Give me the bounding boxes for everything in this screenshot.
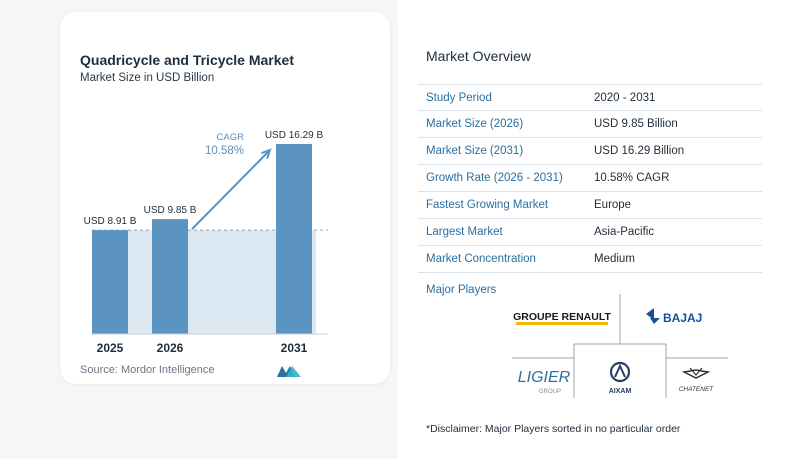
overview-row-value: Medium (594, 253, 635, 265)
cagr-arrow (191, 149, 271, 230)
overview-row: Study Period 2020 - 2031 (418, 84, 762, 111)
cagr-value: 10.58% (205, 145, 244, 157)
bar-2026 (152, 219, 188, 334)
overview-row: Fastest Growing Market Europe (418, 192, 762, 219)
aixam-emblem-icon (614, 363, 626, 378)
chatenet-logo: CHATENET (679, 367, 715, 393)
overview-row: Largest Market Asia-Pacific (418, 219, 762, 246)
bar-2031 (276, 144, 312, 334)
overview-row-label: Market Size (2031) (426, 145, 524, 157)
overview-table: Study Period 2020 - 2031 Market Size (2026… (418, 84, 762, 273)
overview-row-label: Market Size (2026) (426, 118, 524, 130)
bar-data-label: USD 9.85 B (144, 205, 197, 216)
overview-row: Market Size (2031) USD 16.29 Billion (418, 138, 762, 165)
overview-row-value: Asia-Pacific (594, 226, 655, 238)
bajaj-emblem-icon (646, 308, 660, 324)
bar-chart: USD 8.91 B 2025 USD 9.85 B 2026 USD 16.29 B 2… (84, 130, 328, 355)
overview-row: Market Size (2026) USD 9.85 Billion (418, 111, 762, 138)
chart-title: Quadricycle and Tricycle Market (80, 52, 294, 68)
cagr-label: CAGR (217, 132, 245, 143)
overview-row-label: Market Concentration (426, 253, 536, 265)
overview-row-value: USD 9.85 Billion (594, 118, 678, 130)
chatenet-logo-text: CHATENET (679, 386, 715, 393)
overview-row-value: Europe (594, 199, 632, 211)
bajaj-logo-text: BAJAJ (663, 311, 702, 325)
overview-row-value: 10.58% CAGR (594, 172, 670, 184)
disclaimer-text: *Disclaimer: Major Players sorted in no … (426, 423, 681, 435)
overview-row-label: Growth Rate (2026 - 2031) (426, 172, 563, 184)
overview-row-label: Largest Market (426, 226, 503, 238)
aixam-logo: AIXAM (609, 361, 632, 395)
overview-title: Market Overview (426, 48, 532, 64)
aixam-logo-text: AIXAM (609, 388, 632, 395)
mordor-logo-icon (277, 366, 301, 377)
x-tick-label: 2025 (97, 341, 124, 355)
chart-card: Quadricycle and Tricycle Market Market S… (60, 12, 390, 384)
ligier-logo-subtext: GROUP (539, 389, 561, 395)
x-tick-label: 2031 (281, 341, 308, 355)
overview-row-value: 2020 - 2031 (594, 91, 656, 104)
overview-row: Market Concentration Medium (418, 246, 762, 273)
x-tick-label: 2026 (157, 341, 184, 355)
ligier-logo-text: LIGIER (518, 369, 571, 386)
overview-row-label: Study Period (426, 91, 492, 104)
bar-data-label: USD 8.91 B (84, 216, 137, 227)
players-logo-grid: GROUPE RENAULT BAJAJ LIGIER GROUP AIXAM … (512, 294, 728, 398)
chart-subtitle: Market Size in USD Billion (80, 72, 215, 84)
renault-logo-text: GROUPE RENAULT (513, 311, 611, 323)
source-note: Source: Mordor Intelligence (80, 364, 215, 376)
renault-logo: GROUPE RENAULT (513, 311, 611, 325)
bar-data-label: USD 16.29 B (265, 130, 324, 141)
ligier-logo: LIGIER GROUP (518, 369, 571, 395)
overview-row-value: USD 16.29 Billion (594, 145, 685, 157)
bar-2025 (92, 230, 128, 334)
overview-row-label: Fastest Growing Market (426, 199, 549, 211)
cagr-arrowhead-icon (261, 148, 272, 159)
market-overview-panel: Market Overview Study Period 2020 - 2031 M… (398, 0, 800, 459)
players-title: Major Players (426, 284, 497, 296)
chatenet-emblem-icon (681, 369, 711, 379)
bajaj-logo: BAJAJ (646, 308, 702, 325)
overview-row: Growth Rate (2026 - 2031) 10.58% CAGR (418, 165, 762, 192)
